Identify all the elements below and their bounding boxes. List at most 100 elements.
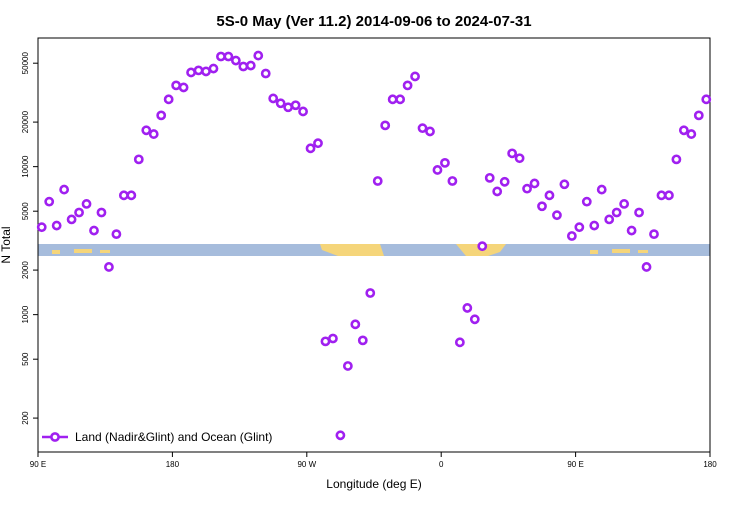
x-tick-label: 90 E: [567, 460, 583, 469]
land-island: [590, 250, 598, 254]
y-tick-label: 500: [21, 352, 30, 366]
data-point: [410, 71, 420, 82]
y-tick-label: 1000: [21, 305, 30, 323]
data-point: [634, 207, 644, 218]
data-point: [656, 190, 667, 201]
data-point: [342, 361, 353, 371]
data-point: [626, 225, 637, 236]
y-tick-label: 20000: [21, 110, 30, 133]
data-point: [365, 288, 376, 298]
x-tick-label: 90 W: [297, 460, 316, 469]
data-point: [447, 176, 458, 186]
data-point: [522, 183, 532, 194]
data-point: [163, 94, 174, 105]
data-point: [357, 335, 368, 346]
y-tick-label: 5000: [21, 202, 30, 220]
data-point: [253, 50, 264, 61]
x-axis-label: Longitude (deg E): [326, 477, 421, 491]
land-island: [52, 250, 60, 254]
data-point: [275, 98, 286, 109]
chart-title: 5S-0 May (Ver 11.2) 2014-09-06 to 2024-0…: [216, 13, 531, 30]
data-point: [111, 229, 122, 240]
data-point: [402, 80, 413, 91]
data-point: [223, 51, 234, 62]
data-point: [380, 120, 391, 131]
data-point: [417, 123, 428, 134]
data-point: [604, 214, 615, 225]
data-point: [596, 184, 607, 195]
data-point: [589, 220, 600, 231]
data-point: [305, 143, 316, 154]
y-tick-label: 50000: [21, 52, 30, 75]
x-tick-label: 0: [439, 460, 444, 469]
data-point: [664, 190, 674, 201]
data-point: [66, 214, 77, 225]
data-point: [514, 153, 525, 164]
data-point: [484, 172, 495, 183]
data-point: [290, 100, 301, 111]
data-point: [529, 178, 540, 189]
x-tick-label: 180: [703, 460, 717, 469]
data-point: [581, 196, 592, 207]
data-point: [36, 222, 47, 233]
data-point: [693, 110, 704, 121]
land-island: [74, 249, 92, 253]
data-point: [671, 154, 682, 165]
data-point: [454, 337, 465, 348]
data-point: [186, 67, 196, 78]
data-point: [641, 262, 652, 272]
data-point: [260, 68, 271, 79]
data-point: [544, 190, 555, 201]
data-point: [537, 201, 547, 212]
data-point: [387, 94, 398, 105]
x-tick-label: 90 E: [30, 460, 46, 469]
data-point: [619, 199, 630, 209]
y-axis-label: N Total: [0, 226, 13, 263]
data-point: [44, 196, 55, 207]
data-point: [313, 138, 323, 149]
legend-marker: [50, 432, 60, 442]
land-island: [100, 250, 110, 253]
data-point: [201, 66, 211, 77]
data-point: [492, 186, 503, 197]
plot-layer: 90 E 180 90 W 0 90 E 180 200 500 1000 2000 5000 100…: [21, 50, 717, 469]
data-point: [171, 80, 182, 91]
land-island: [612, 249, 630, 253]
legend-label: Land (Nadir&Glint) and Ocean (Glint): [75, 430, 272, 444]
data-point: [335, 430, 346, 441]
data-point: [178, 82, 189, 93]
data-point: [193, 65, 204, 76]
y-tick-label: 10000: [21, 155, 30, 178]
data-point: [499, 176, 510, 187]
data-point: [141, 125, 152, 136]
data-point: [298, 106, 308, 117]
legend: Land (Nadir&Glint) and Ocean (Glint): [42, 430, 272, 444]
data-point: [574, 222, 585, 233]
data-point: [507, 148, 518, 159]
data-point: [245, 60, 256, 71]
data-point: [395, 94, 406, 105]
data-point: [89, 225, 99, 236]
data-point: [156, 110, 167, 121]
data-point: [104, 262, 114, 272]
data-point: [126, 190, 137, 201]
data-point: [283, 102, 294, 113]
data-point: [559, 179, 570, 190]
data-point: [566, 231, 577, 241]
data-point: [96, 207, 107, 218]
data-point: [425, 126, 435, 137]
data-point: [208, 63, 219, 74]
data-point: [686, 129, 697, 139]
data-point: [148, 129, 159, 139]
data-point: [469, 314, 480, 325]
data-point: [59, 184, 70, 195]
data-point: [118, 190, 129, 201]
data-point: [328, 333, 338, 344]
data-point: [51, 220, 62, 231]
data-point: [477, 241, 488, 252]
data-point: [133, 154, 144, 165]
x-tick-label: 180: [166, 460, 180, 469]
data-point: [216, 51, 226, 62]
data-point: [462, 303, 473, 313]
